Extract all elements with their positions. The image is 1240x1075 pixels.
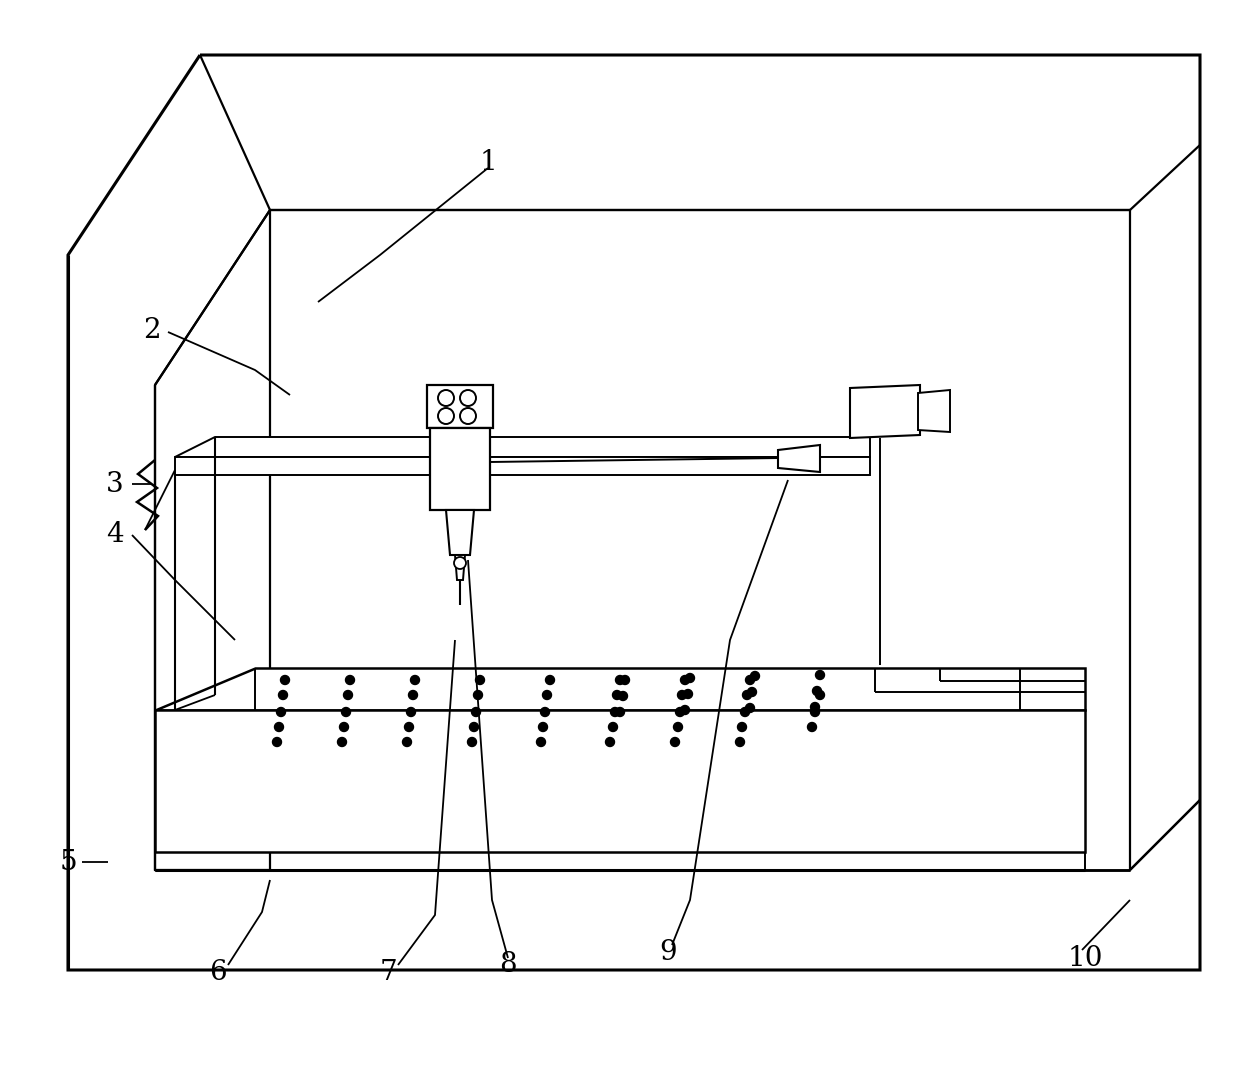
Circle shape (748, 688, 756, 697)
Circle shape (454, 557, 466, 569)
Circle shape (274, 722, 284, 731)
Polygon shape (849, 385, 920, 438)
Circle shape (537, 737, 546, 746)
Circle shape (738, 722, 746, 731)
Circle shape (619, 691, 627, 701)
Circle shape (610, 707, 620, 717)
Circle shape (438, 390, 454, 406)
Circle shape (474, 690, 482, 700)
Circle shape (279, 690, 288, 700)
Circle shape (683, 689, 692, 699)
Polygon shape (777, 445, 820, 472)
Polygon shape (155, 710, 1085, 852)
Circle shape (546, 675, 554, 685)
Circle shape (343, 690, 352, 700)
Circle shape (410, 675, 419, 685)
Text: 6: 6 (210, 959, 227, 986)
Circle shape (807, 722, 816, 731)
Circle shape (438, 408, 454, 424)
Polygon shape (918, 390, 950, 432)
Polygon shape (155, 210, 270, 870)
Circle shape (277, 707, 285, 717)
Circle shape (671, 737, 680, 746)
Polygon shape (175, 438, 870, 457)
Circle shape (681, 675, 689, 685)
Circle shape (407, 707, 415, 717)
Circle shape (740, 707, 749, 717)
Circle shape (686, 674, 694, 683)
Circle shape (460, 390, 476, 406)
Text: 8: 8 (500, 951, 517, 978)
Circle shape (470, 722, 479, 731)
Text: 10: 10 (1068, 945, 1102, 972)
Text: 4: 4 (107, 521, 124, 548)
Circle shape (615, 675, 625, 685)
Circle shape (673, 722, 682, 731)
Text: 1: 1 (479, 148, 497, 175)
Text: 2: 2 (143, 316, 161, 344)
Circle shape (743, 690, 751, 700)
Circle shape (340, 722, 348, 731)
Circle shape (467, 737, 476, 746)
Polygon shape (455, 555, 465, 581)
Polygon shape (430, 428, 490, 510)
Text: 3: 3 (107, 471, 124, 498)
Circle shape (745, 703, 754, 713)
Circle shape (812, 687, 821, 696)
Circle shape (538, 722, 548, 731)
Circle shape (337, 737, 346, 746)
Circle shape (346, 675, 355, 685)
Circle shape (750, 672, 759, 680)
Circle shape (677, 690, 687, 700)
Circle shape (816, 671, 825, 679)
Polygon shape (446, 510, 474, 555)
Text: 7: 7 (379, 959, 397, 986)
Circle shape (543, 690, 552, 700)
Circle shape (615, 707, 625, 717)
Circle shape (541, 707, 549, 717)
Circle shape (620, 675, 630, 685)
Circle shape (404, 722, 413, 731)
Polygon shape (175, 457, 870, 475)
Text: 5: 5 (60, 848, 77, 875)
Circle shape (460, 408, 476, 424)
Circle shape (613, 690, 621, 700)
Circle shape (681, 705, 689, 715)
Polygon shape (155, 668, 1085, 710)
Circle shape (609, 722, 618, 731)
Circle shape (280, 675, 289, 685)
Circle shape (811, 702, 820, 712)
Circle shape (273, 737, 281, 746)
Circle shape (471, 707, 481, 717)
Circle shape (676, 707, 684, 717)
Circle shape (341, 707, 351, 717)
Text: 9: 9 (660, 938, 677, 965)
Circle shape (735, 737, 744, 746)
Circle shape (745, 675, 754, 685)
Circle shape (816, 690, 825, 700)
Circle shape (605, 737, 615, 746)
Circle shape (403, 737, 412, 746)
Circle shape (811, 707, 820, 717)
Polygon shape (427, 385, 494, 428)
Circle shape (408, 690, 418, 700)
Circle shape (475, 675, 485, 685)
